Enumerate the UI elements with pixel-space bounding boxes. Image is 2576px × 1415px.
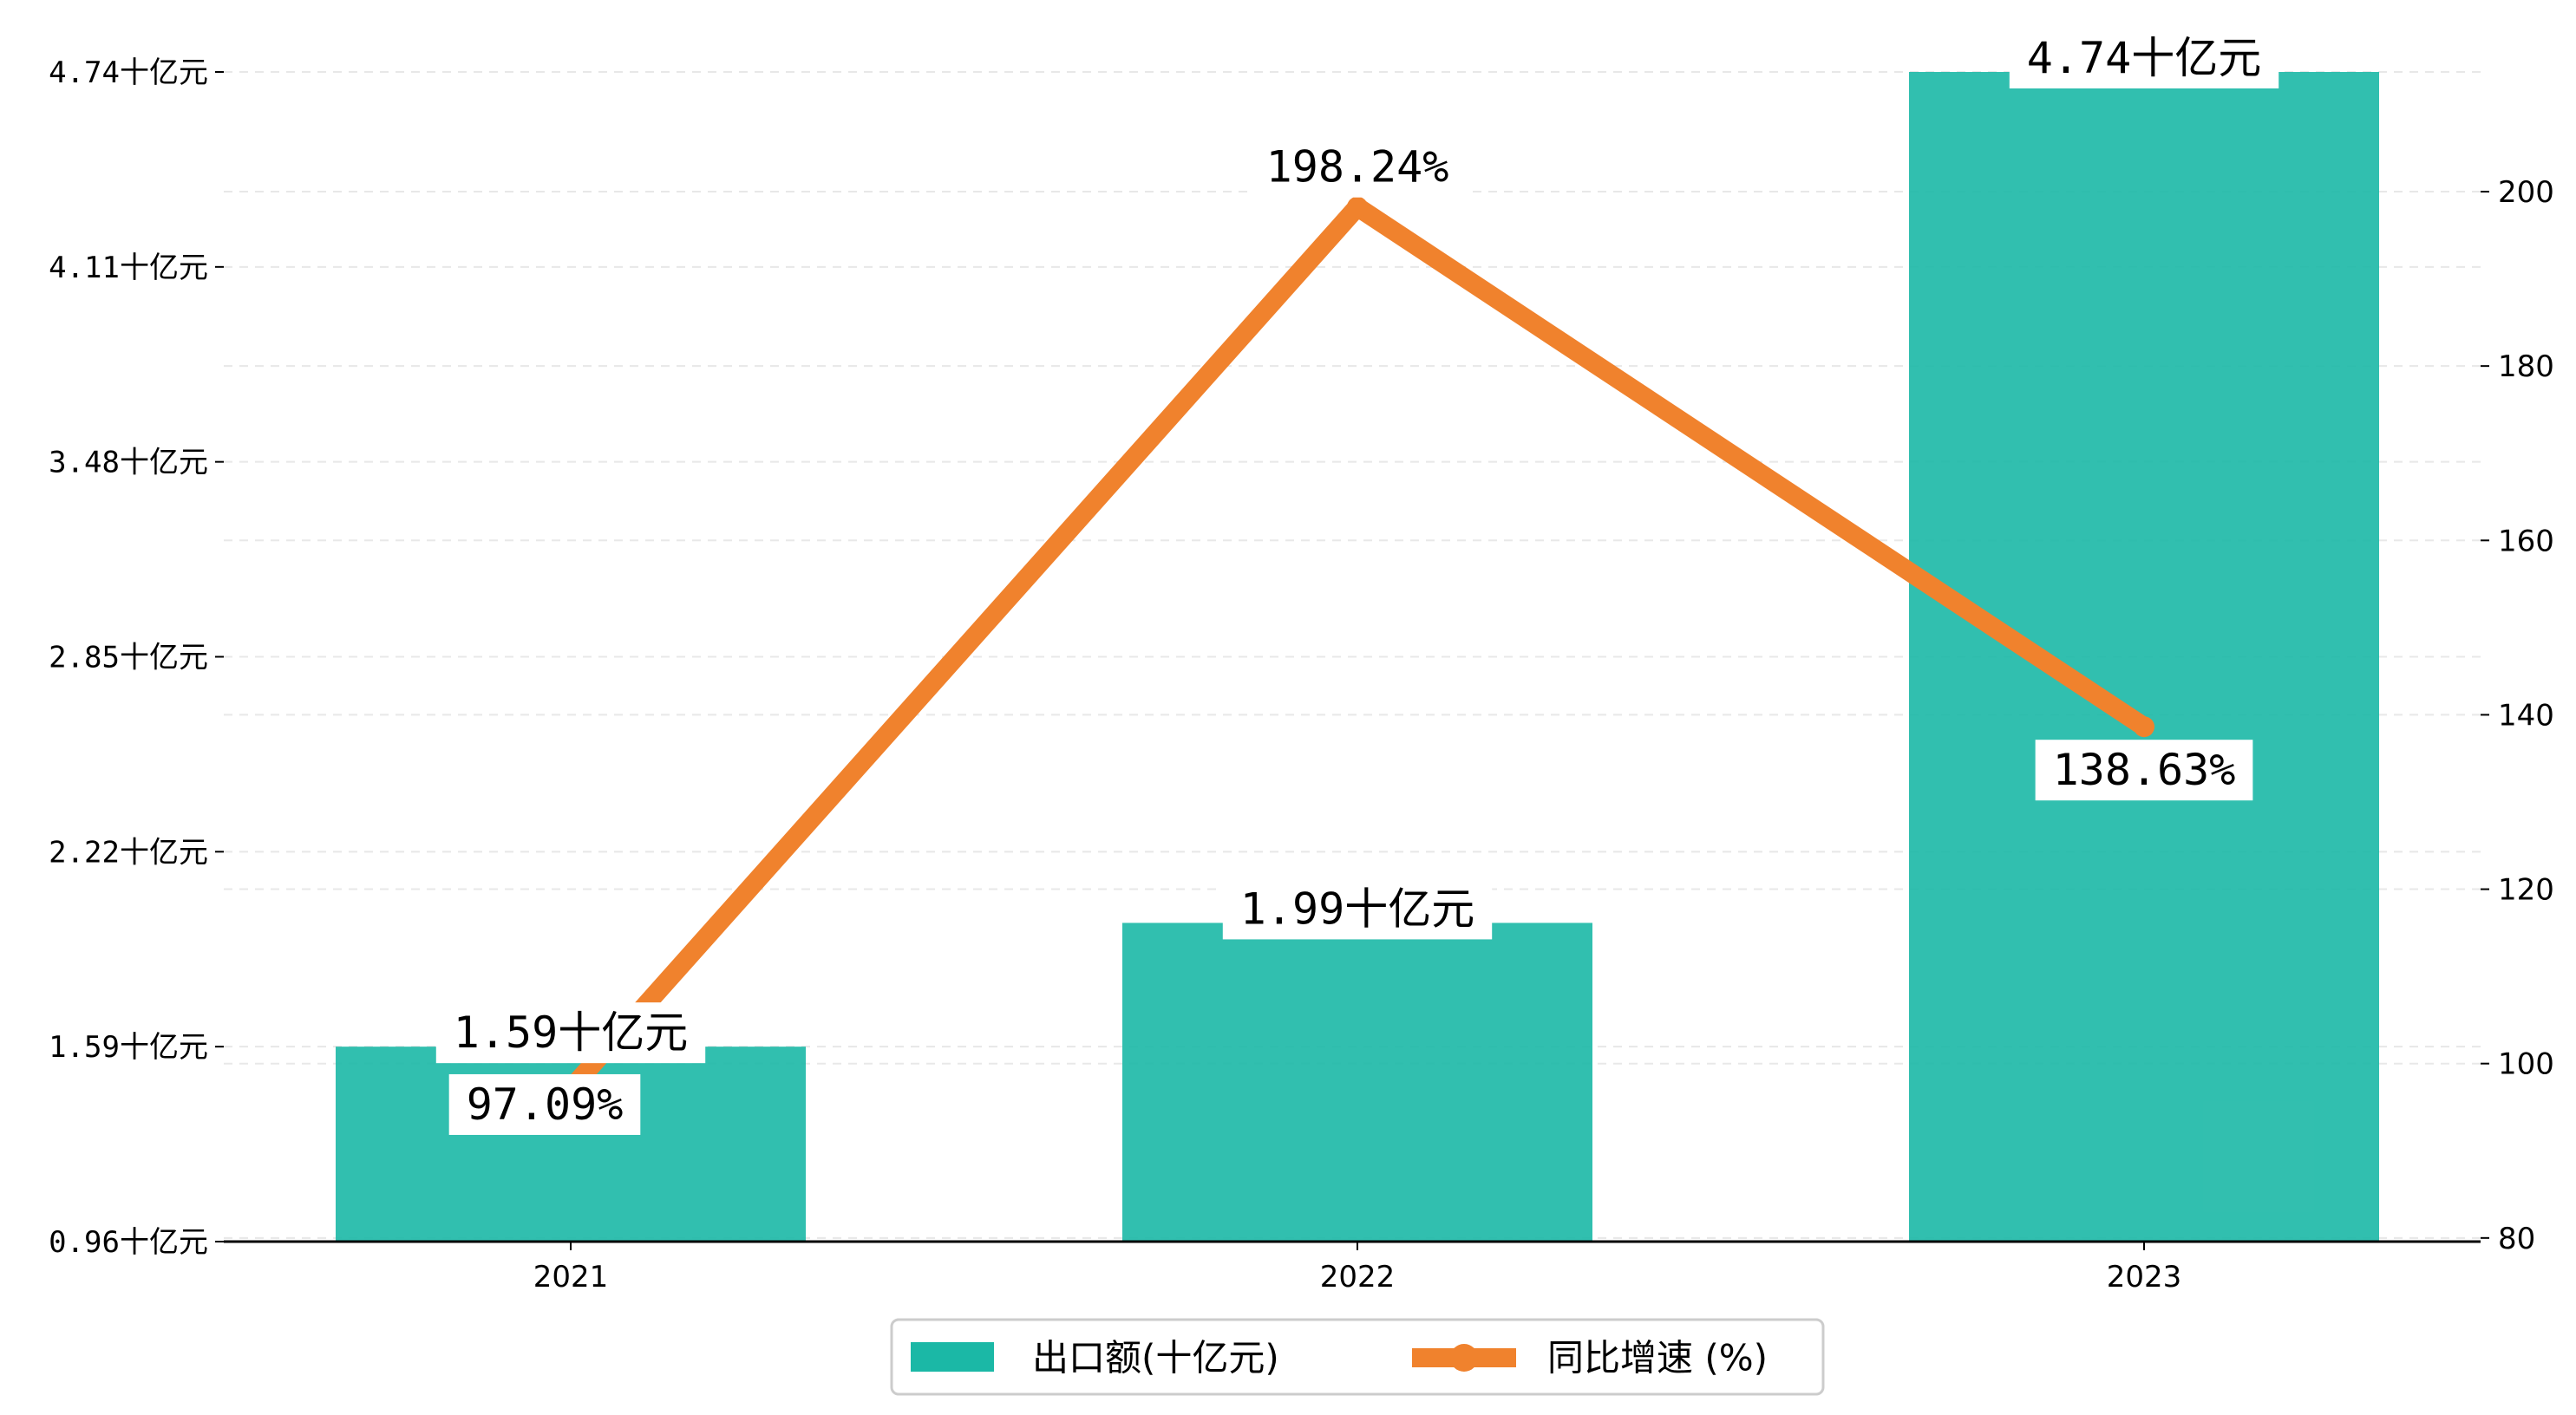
y-left-tick-label: 4.74十亿元 <box>49 55 208 90</box>
bar-value-label-bg <box>1222 878 1493 940</box>
y-right-tick-label: 140 <box>2498 698 2554 733</box>
legend-label-bar: 出口额(十亿元) <box>1032 1337 1279 1379</box>
x-tick-label: 2022 <box>1320 1260 1396 1294</box>
legend-swatch-bar <box>911 1342 994 1372</box>
bar-value-label: 4.74十亿元 <box>2009 28 2279 88</box>
bar-value-label: 1.99十亿元 <box>1222 878 1493 940</box>
line-value-label-bg <box>1248 136 1467 198</box>
bar <box>1122 923 1592 1242</box>
y-left-tick-label: 0.96十亿元 <box>49 1225 208 1260</box>
bar <box>1909 72 2379 1242</box>
line-value-label-bg <box>448 1073 641 1135</box>
axes: 0.96十亿元 1.59十亿元 2.22十亿元 2.85十亿元 3.48十亿元 4.11十… <box>49 55 2554 1294</box>
x-tick-label: 2023 <box>2107 1260 2182 1294</box>
line-value-label: 97.09% <box>448 1073 641 1135</box>
y-left-tick-label: 3.48十亿元 <box>49 446 208 480</box>
y-right-tick-label: 120 <box>2498 873 2554 908</box>
y-right-tick-label: 80 <box>2498 1222 2535 1256</box>
legend-swatch-marker <box>1450 1344 1478 1372</box>
bar-value-label-text: 4.74十亿元 <box>2027 33 2261 83</box>
bar-series <box>336 72 2379 1242</box>
line-value-label-text: 198.24% <box>1266 142 1449 192</box>
y-left-tick-label: 4.11十亿元 <box>49 251 208 285</box>
legend-box <box>890 1318 1825 1396</box>
bar-value-label-text: 1.59十亿元 <box>454 1007 688 1058</box>
y-left-tick-label: 1.59十亿元 <box>49 1030 208 1065</box>
line-value-label: 138.63% <box>2035 740 2253 801</box>
bar-value-label-bg <box>435 1002 706 1064</box>
line-point <box>1347 196 1368 218</box>
y-left-tick-label: 2.85十亿元 <box>49 641 208 675</box>
y-right-tick-label: 100 <box>2498 1047 2554 1082</box>
line-value-label-text: 97.09% <box>467 1079 624 1130</box>
x-tick-label: 2021 <box>533 1260 609 1294</box>
legend-label-line: 同比增速 (%) <box>1547 1337 1768 1379</box>
line-value-label-bg <box>2035 740 2253 801</box>
line-point <box>2134 716 2154 738</box>
data-labels: 1.59十亿元 1.99十亿元 4.74十亿元 97.09% 198.24% 138.63… <box>435 28 2279 1135</box>
bar-value-label-text: 1.99十亿元 <box>1240 884 1474 934</box>
legend: 出口额(十亿元) 同比增速 (%) <box>890 1318 1825 1396</box>
line-value-label: 198.24% <box>1248 136 1467 198</box>
y-right-tick-label: 180 <box>2498 349 2554 384</box>
y-right-tick-label: 160 <box>2498 524 2554 558</box>
line-value-label-text: 138.63% <box>2053 745 2236 795</box>
bar-value-label: 1.59十亿元 <box>435 1002 706 1064</box>
bar-value-label-bg <box>2009 28 2279 88</box>
y-left-tick-label: 2.22十亿元 <box>49 835 208 870</box>
y-right-tick-label: 200 <box>2498 175 2554 210</box>
